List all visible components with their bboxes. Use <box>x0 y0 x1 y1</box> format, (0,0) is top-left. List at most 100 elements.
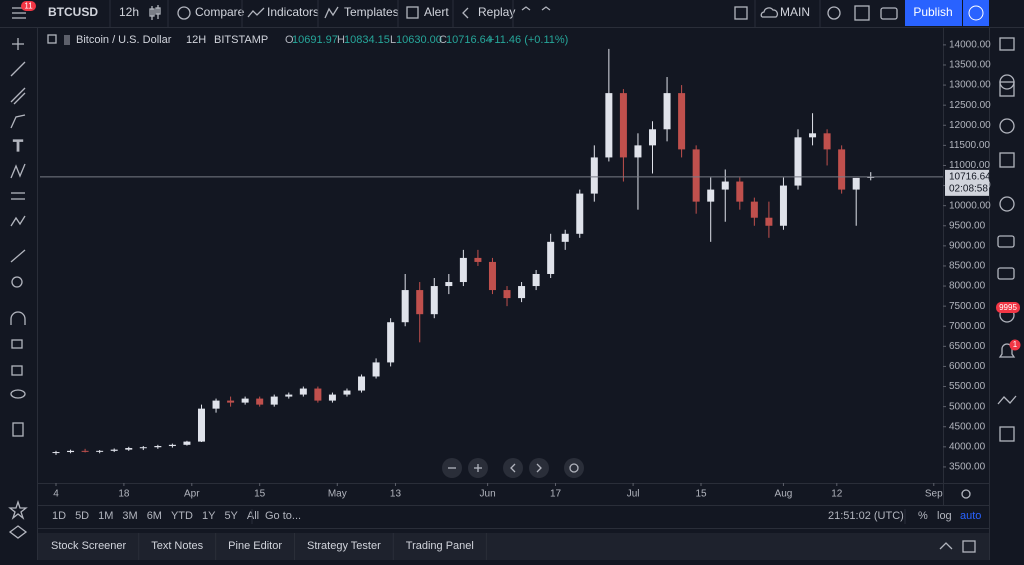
candle-body <box>503 290 511 299</box>
panel-tab[interactable]: Pine Editor <box>228 540 282 552</box>
candle-type-icon[interactable] <box>149 5 161 20</box>
interval[interactable]: 12h <box>119 5 139 19</box>
candle-body <box>838 149 846 190</box>
period-button[interactable]: 5D <box>75 510 89 522</box>
y-tick-label: 4000.00 <box>949 441 986 452</box>
replay-button[interactable]: Replay <box>478 5 515 19</box>
ohlc-label: O <box>285 34 294 46</box>
legend-exchange[interactable]: BITSTAMP <box>214 34 268 46</box>
y-tick-label: 14000.00 <box>949 40 991 51</box>
change: +11.46 (+0.11%) <box>488 34 568 46</box>
axis-settings[interactable] <box>961 489 971 499</box>
ohlc-value: 10691.97 <box>292 34 338 46</box>
alert-icon[interactable] <box>406 6 419 19</box>
candle-body <box>736 181 744 202</box>
ohlc-value: 10716.64 <box>446 34 492 46</box>
panel-tab[interactable]: Strategy Tester <box>307 540 381 552</box>
candle-body <box>314 388 322 401</box>
period-button[interactable]: 1Y <box>202 510 216 522</box>
settings-icon[interactable] <box>827 6 841 20</box>
candle-body <box>372 362 380 377</box>
candle-body <box>459 257 467 283</box>
ohlc-value: 10630.00 <box>396 34 442 46</box>
badge-text: 9995 <box>999 303 1017 312</box>
y-tick-label: 6500.00 <box>949 341 986 352</box>
collapse-icon[interactable] <box>47 34 57 44</box>
layout-name[interactable]: MAIN <box>780 5 810 19</box>
sidebar-icons[interactable] <box>997 37 1017 442</box>
publish-button[interactable] <box>905 0 962 26</box>
x-tick-label: 15 <box>254 489 266 500</box>
drawing-tools[interactable]: T <box>8 38 28 539</box>
candle-body <box>663 93 671 130</box>
y-tick-label: 3500.00 <box>949 462 986 473</box>
alert-button[interactable]: Alert <box>424 5 449 19</box>
period-button[interactable]: 5Y <box>224 510 238 522</box>
candle-body <box>197 408 205 442</box>
candle-body <box>765 217 773 226</box>
indicators-button[interactable]: Indicators <box>267 5 319 19</box>
panel-tab[interactable]: Stock Screener <box>51 540 127 552</box>
y-tick-label: 12500.00 <box>949 100 991 111</box>
x-tick-label: 13 <box>390 489 402 500</box>
auto-toggle[interactable]: auto <box>960 510 981 522</box>
ohlc-value: 10834.15 <box>344 34 390 46</box>
compare-icon[interactable] <box>177 6 191 20</box>
period-buttons[interactable]: 1D 5D 1M 3M 6M YTD 1Y 5Y All <box>52 510 259 522</box>
symbol[interactable]: BTCUSD <box>48 5 98 19</box>
x-tick-label: Sep <box>925 489 943 500</box>
price-chart: 3500.00 4000.00 4500.00 5000.00 5500.00 6000.… <box>40 40 991 500</box>
goto-button[interactable]: Go to... <box>265 510 301 522</box>
candle-body <box>139 447 147 449</box>
y-tick-label: 7500.00 <box>949 301 986 312</box>
candle-body <box>81 450 89 452</box>
y-tick-label: 8000.00 <box>949 281 986 292</box>
candle-body <box>52 452 60 454</box>
candle-body <box>358 376 366 391</box>
period-button[interactable]: 1M <box>98 510 113 522</box>
expand-panel[interactable] <box>939 542 953 550</box>
maximize-panel[interactable] <box>962 540 976 553</box>
candle-body <box>401 290 409 323</box>
templates-button[interactable]: Templates <box>344 5 399 19</box>
percent-toggle[interactable]: % <box>918 510 928 522</box>
publish-label[interactable]: Publish <box>913 5 952 19</box>
badge <box>996 302 1020 313</box>
panel-tab[interactable]: Text Notes <box>151 540 203 552</box>
fullscreen-icon[interactable] <box>734 6 748 20</box>
indicators-icon[interactable] <box>247 7 265 18</box>
price-label: 10716.64 <box>949 171 991 182</box>
candle-body <box>416 290 424 315</box>
period-button[interactable]: 3M <box>122 510 137 522</box>
candle-body <box>285 394 293 397</box>
chart-navigation[interactable] <box>442 458 584 478</box>
candle-body <box>256 398 264 405</box>
replay-icon[interactable] <box>462 7 469 19</box>
candle-body <box>387 322 395 363</box>
y-tick-label: 5000.00 <box>949 401 986 412</box>
play-button[interactable] <box>963 0 989 26</box>
y-tick-label: 5500.00 <box>949 381 986 392</box>
panel-tab[interactable]: Trading Panel <box>406 540 474 552</box>
y-tick-label: 13000.00 <box>949 80 991 91</box>
cloud-icon[interactable] <box>760 7 778 18</box>
candle-body <box>634 145 642 158</box>
compare-button[interactable]: Compare <box>195 5 245 19</box>
snapshot-icon[interactable] <box>880 7 898 20</box>
candle-body <box>343 390 351 395</box>
candle-body <box>619 93 627 158</box>
period-button[interactable]: 6M <box>147 510 162 522</box>
ohlc-label: L <box>390 34 396 46</box>
candle-body <box>707 189 715 202</box>
period-button[interactable]: YTD <box>171 510 193 522</box>
candle-body <box>227 400 235 403</box>
undo[interactable] <box>521 6 531 11</box>
templates-icon[interactable] <box>324 6 339 19</box>
badge <box>21 1 36 11</box>
properties-icon[interactable] <box>854 5 870 21</box>
period-button[interactable]: All <box>247 510 259 522</box>
log-toggle[interactable]: log <box>937 510 952 522</box>
period-button[interactable]: 1D <box>52 510 66 522</box>
redo[interactable] <box>541 6 551 11</box>
